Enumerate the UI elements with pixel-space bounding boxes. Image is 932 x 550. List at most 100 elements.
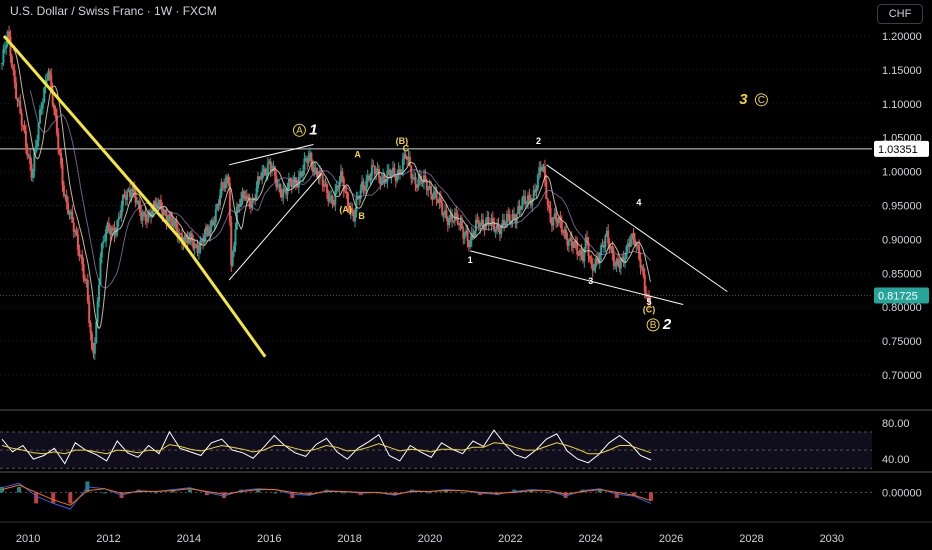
candle-body xyxy=(140,212,143,221)
candle-body xyxy=(117,216,120,221)
wave-circle-letter: C xyxy=(758,95,765,106)
candle-body xyxy=(541,166,544,171)
candle-body xyxy=(296,184,299,188)
candle-body xyxy=(614,265,617,267)
candle-body xyxy=(197,251,200,253)
candle-body xyxy=(628,243,631,247)
candle-body xyxy=(92,349,95,354)
macd-histogram-bar xyxy=(204,492,209,496)
candle-body xyxy=(324,184,327,187)
candle-body xyxy=(120,205,123,217)
candle-body xyxy=(384,181,387,183)
candle-body xyxy=(452,220,455,222)
candle-body xyxy=(435,190,438,201)
candle-body xyxy=(629,239,632,247)
candle-body xyxy=(503,219,506,225)
candle-body xyxy=(268,161,271,164)
candle-body xyxy=(1,63,4,65)
candle-body xyxy=(444,210,447,215)
candle-body xyxy=(552,216,555,226)
wave-label: B xyxy=(358,211,365,221)
candle-body xyxy=(624,258,627,263)
candle-body xyxy=(5,45,8,49)
candle-body xyxy=(429,185,432,195)
macd-tick-label: 0.00000 xyxy=(882,487,922,499)
candle-body xyxy=(497,224,500,231)
candle-body xyxy=(354,212,357,222)
candle-body xyxy=(31,170,34,179)
candle-body xyxy=(588,255,591,260)
candle-body xyxy=(54,109,57,115)
candle-body xyxy=(465,230,468,235)
candle-body xyxy=(109,230,112,235)
candle-body xyxy=(209,226,212,236)
candle-body xyxy=(456,214,459,225)
candle-body xyxy=(359,189,362,199)
candle-body xyxy=(341,171,344,179)
candle-body xyxy=(586,237,589,243)
candle-body xyxy=(342,178,345,192)
candle-body xyxy=(636,244,639,246)
candle-body xyxy=(331,195,334,205)
candle-body xyxy=(507,213,510,215)
candle-body xyxy=(379,177,382,185)
candle-body xyxy=(154,201,157,205)
candle-body xyxy=(355,198,358,213)
candle-body xyxy=(591,264,594,271)
candle-body xyxy=(498,230,501,235)
candle-body xyxy=(292,181,295,188)
candle-body xyxy=(230,221,233,266)
candle-body xyxy=(474,219,477,231)
candle-body xyxy=(174,220,177,223)
candle-body xyxy=(483,226,486,230)
candle-body xyxy=(38,109,41,124)
candle-body xyxy=(421,182,424,184)
candle-body xyxy=(40,108,43,110)
candle-body xyxy=(538,167,541,175)
x-tick-label: 2030 xyxy=(820,533,844,545)
candle-body xyxy=(57,133,60,149)
candle-body xyxy=(574,241,577,244)
x-tick-label: 2014 xyxy=(177,533,201,545)
candle-body xyxy=(432,192,435,200)
candle-body xyxy=(619,260,622,269)
candle-body xyxy=(618,264,621,269)
candle-body xyxy=(200,238,203,241)
candle-body xyxy=(399,169,402,174)
candle-body xyxy=(321,175,324,186)
candle-body xyxy=(112,227,115,229)
candle-body xyxy=(517,206,520,214)
candle-body xyxy=(161,209,164,216)
moving-average-slow xyxy=(29,90,651,289)
candle-body xyxy=(408,156,411,167)
candle-body xyxy=(617,258,620,265)
candle-body xyxy=(58,148,61,153)
candle-body xyxy=(445,210,448,219)
currency-button[interactable]: CHF xyxy=(877,4,923,24)
oscillator-tick-label: 40.00 xyxy=(882,454,910,466)
candle-body xyxy=(245,195,248,200)
candle-body xyxy=(98,285,101,302)
candle-body xyxy=(562,232,565,234)
candle-body xyxy=(612,253,615,267)
candle-body xyxy=(240,198,243,207)
macd-histogram-bar xyxy=(222,492,227,498)
candle-body xyxy=(631,233,634,240)
x-tick-label: 2010 xyxy=(16,533,40,545)
candle-body xyxy=(577,254,580,256)
candle-body xyxy=(93,342,96,354)
candle-body xyxy=(647,294,650,303)
candle-body xyxy=(8,31,11,37)
candle-body xyxy=(89,322,92,334)
x-tick-label: 2012 xyxy=(96,533,120,545)
candle-body xyxy=(299,172,302,178)
symbol-title[interactable]: U.S. Dollar / Swiss Franc · 1W · FXCM xyxy=(10,4,217,18)
candle-body xyxy=(420,176,423,184)
candle-body xyxy=(597,259,600,264)
candle-body xyxy=(258,176,261,179)
candle-body xyxy=(47,71,50,80)
candle-body xyxy=(265,174,268,176)
candle-body xyxy=(564,229,567,238)
candle-body xyxy=(386,170,389,182)
